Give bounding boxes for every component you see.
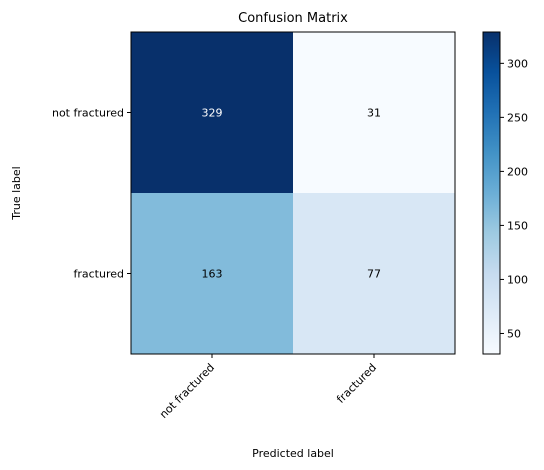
- x-axis-label: Predicted label: [252, 447, 334, 460]
- y-axis-label: True label: [10, 166, 23, 220]
- y-tick-label: fractured: [74, 268, 125, 281]
- heatmap-cell: [293, 32, 456, 194]
- heatmap-cells: 329 31 163 77: [131, 32, 456, 355]
- colorbar-ticks: 50 100 150 200 250 300: [500, 57, 528, 340]
- colorbar: [482, 31, 501, 355]
- cell-value-label: 31: [367, 107, 381, 120]
- colorbar-tick-label: 50: [507, 327, 521, 340]
- heatmap-cell: [131, 32, 294, 194]
- y-tick-label: not fractured: [52, 107, 124, 120]
- colorbar-tick-label: 250: [507, 111, 528, 124]
- x-tick-label: fractured: [334, 361, 379, 406]
- heatmap-cell: [131, 193, 294, 355]
- x-tick-label: not fractured: [157, 361, 217, 421]
- chart-title: Confusion Matrix: [238, 11, 348, 26]
- cell-value-label: 329: [202, 107, 223, 120]
- y-ticks: not fractured fractured: [52, 107, 131, 281]
- cell-value-label: 163: [202, 268, 223, 281]
- colorbar-tick-label: 150: [507, 219, 528, 232]
- colorbar-tick-label: 200: [507, 165, 528, 178]
- cell-value-label: 77: [367, 268, 381, 281]
- x-ticks: not fractured fractured: [157, 354, 379, 421]
- plot-frame: [130, 31, 456, 355]
- heatmap-cell: [293, 193, 456, 355]
- colorbar-tick-label: 100: [507, 273, 528, 286]
- colorbar-tick-label: 300: [507, 57, 528, 70]
